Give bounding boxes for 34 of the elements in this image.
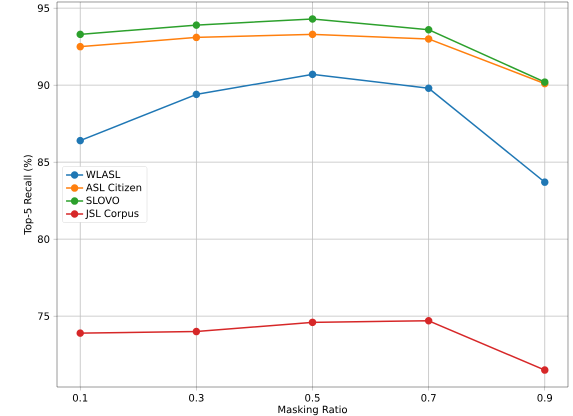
point: [541, 178, 549, 186]
x-axis-title: Masking Ratio: [278, 405, 347, 416]
point: [192, 328, 200, 336]
point: [76, 136, 84, 144]
y-tick-label: 90: [38, 81, 50, 89]
y-tick-label: 75: [38, 312, 50, 320]
point: [424, 35, 432, 43]
point: [192, 34, 200, 42]
point: [541, 366, 549, 374]
point: [192, 21, 200, 29]
x-tick-label: 0.5: [305, 394, 320, 402]
legend-label: WLASL: [86, 170, 120, 178]
point: [76, 42, 84, 50]
point: [308, 70, 316, 78]
y-tick-label: 85: [38, 158, 50, 166]
legend-label: ASL Citizen: [86, 183, 142, 192]
y-tick-label: 80: [38, 235, 50, 243]
legend-label: SLOVO: [86, 196, 120, 204]
x-tick-label: 0.1: [72, 394, 88, 402]
point: [424, 317, 432, 325]
point: [424, 26, 432, 34]
y-axis-title: Top-5 Recall (%): [24, 155, 34, 235]
point: [308, 15, 316, 23]
legend-label: JSL Corpus: [85, 210, 139, 220]
point: [308, 30, 316, 38]
point: [308, 318, 316, 326]
point: [192, 90, 200, 98]
x-tick-label: 0.9: [537, 394, 552, 402]
point: [76, 329, 84, 337]
x-tick-label: 0.7: [421, 394, 436, 402]
x-tick-label: 0.3: [189, 394, 204, 402]
point: [76, 30, 84, 38]
y-tick-label: 95: [38, 4, 50, 12]
point: [424, 84, 432, 92]
